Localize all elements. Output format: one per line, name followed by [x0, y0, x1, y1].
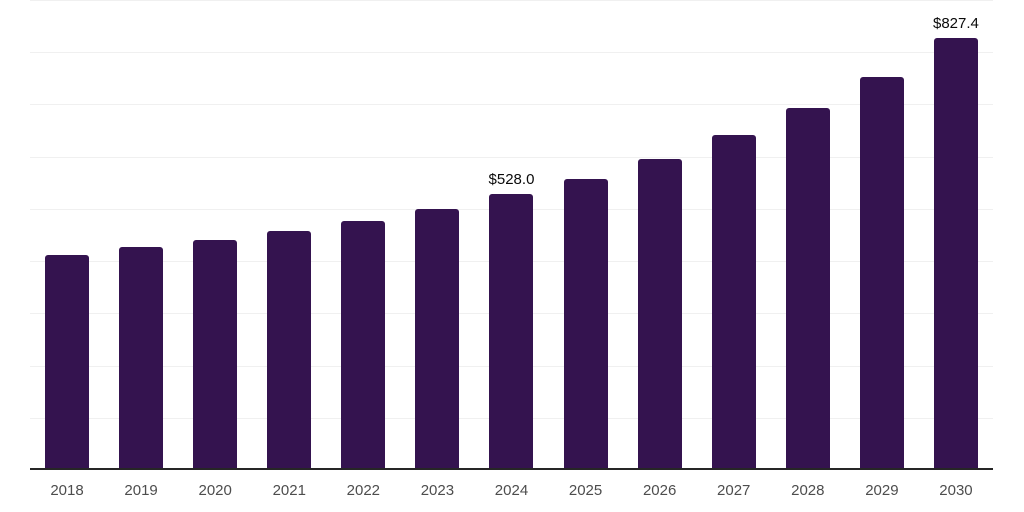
x-tick-label-2022: 2022 [346, 482, 381, 499]
bar-value-label-2024: $528.0 [488, 171, 535, 189]
bar-column-2018 [30, 0, 104, 470]
bar-2020 [193, 240, 238, 470]
bar-column-2026 [623, 0, 697, 470]
bar-2029 [859, 77, 904, 470]
bar-column-2030: $827.4 [919, 0, 993, 470]
bar-2018 [45, 254, 90, 470]
bar-2025 [563, 178, 608, 470]
bar-column-2025 [549, 0, 623, 470]
bar-2026 [637, 158, 682, 470]
bar-2023 [415, 209, 460, 470]
x-tick-label-2025: 2025 [568, 482, 603, 499]
bar-column-2019 [104, 0, 178, 470]
x-tick-label-2028: 2028 [791, 482, 825, 499]
bar-column-2021 [252, 0, 326, 470]
gridline-800 [30, 52, 993, 54]
gridline-900 [30, 0, 993, 1]
bar-column-2027 [697, 0, 771, 470]
bar-column-2022 [326, 0, 400, 470]
x-tick-label-2024: 2024 [494, 482, 529, 499]
x-axis-tick-labels: 2018 2019 2020 2021 2022 2023 2024 2025 2026 2027… [30, 481, 993, 501]
bar-2028 [785, 108, 830, 470]
gridline-700 [30, 104, 993, 106]
bar-column-2023 [400, 0, 474, 470]
x-tick-label-2029: 2029 [865, 482, 899, 499]
x-tick-label-2020: 2020 [198, 482, 232, 499]
x-tick-label-2023: 2023 [420, 482, 455, 499]
bar-2027 [711, 135, 756, 470]
bar-value-label-2030: $827.4 [933, 14, 979, 32]
bar-column-2020 [178, 0, 252, 470]
bar-column-2024: $528.0 [474, 0, 548, 470]
x-tick-label-2026: 2026 [642, 482, 677, 499]
x-tick-label-2027: 2027 [717, 482, 751, 499]
bar-2030 [933, 37, 978, 470]
bar-2019 [119, 247, 164, 470]
gridline-600 [30, 156, 993, 158]
x-axis-line [30, 468, 993, 470]
bar-column-2029 [845, 0, 919, 470]
plot-area: $528.0 $827.4 [30, 0, 993, 470]
bar-2024 [489, 194, 534, 470]
bar-2022 [341, 220, 386, 470]
x-tick-label-2030: 2030 [939, 482, 973, 499]
bar-2021 [267, 230, 312, 470]
x-tick-label-2019: 2019 [124, 482, 158, 499]
x-tick-label-2018: 2018 [50, 482, 84, 499]
bar-column-2028 [771, 0, 845, 470]
x-tick-label-2021: 2021 [272, 482, 306, 499]
